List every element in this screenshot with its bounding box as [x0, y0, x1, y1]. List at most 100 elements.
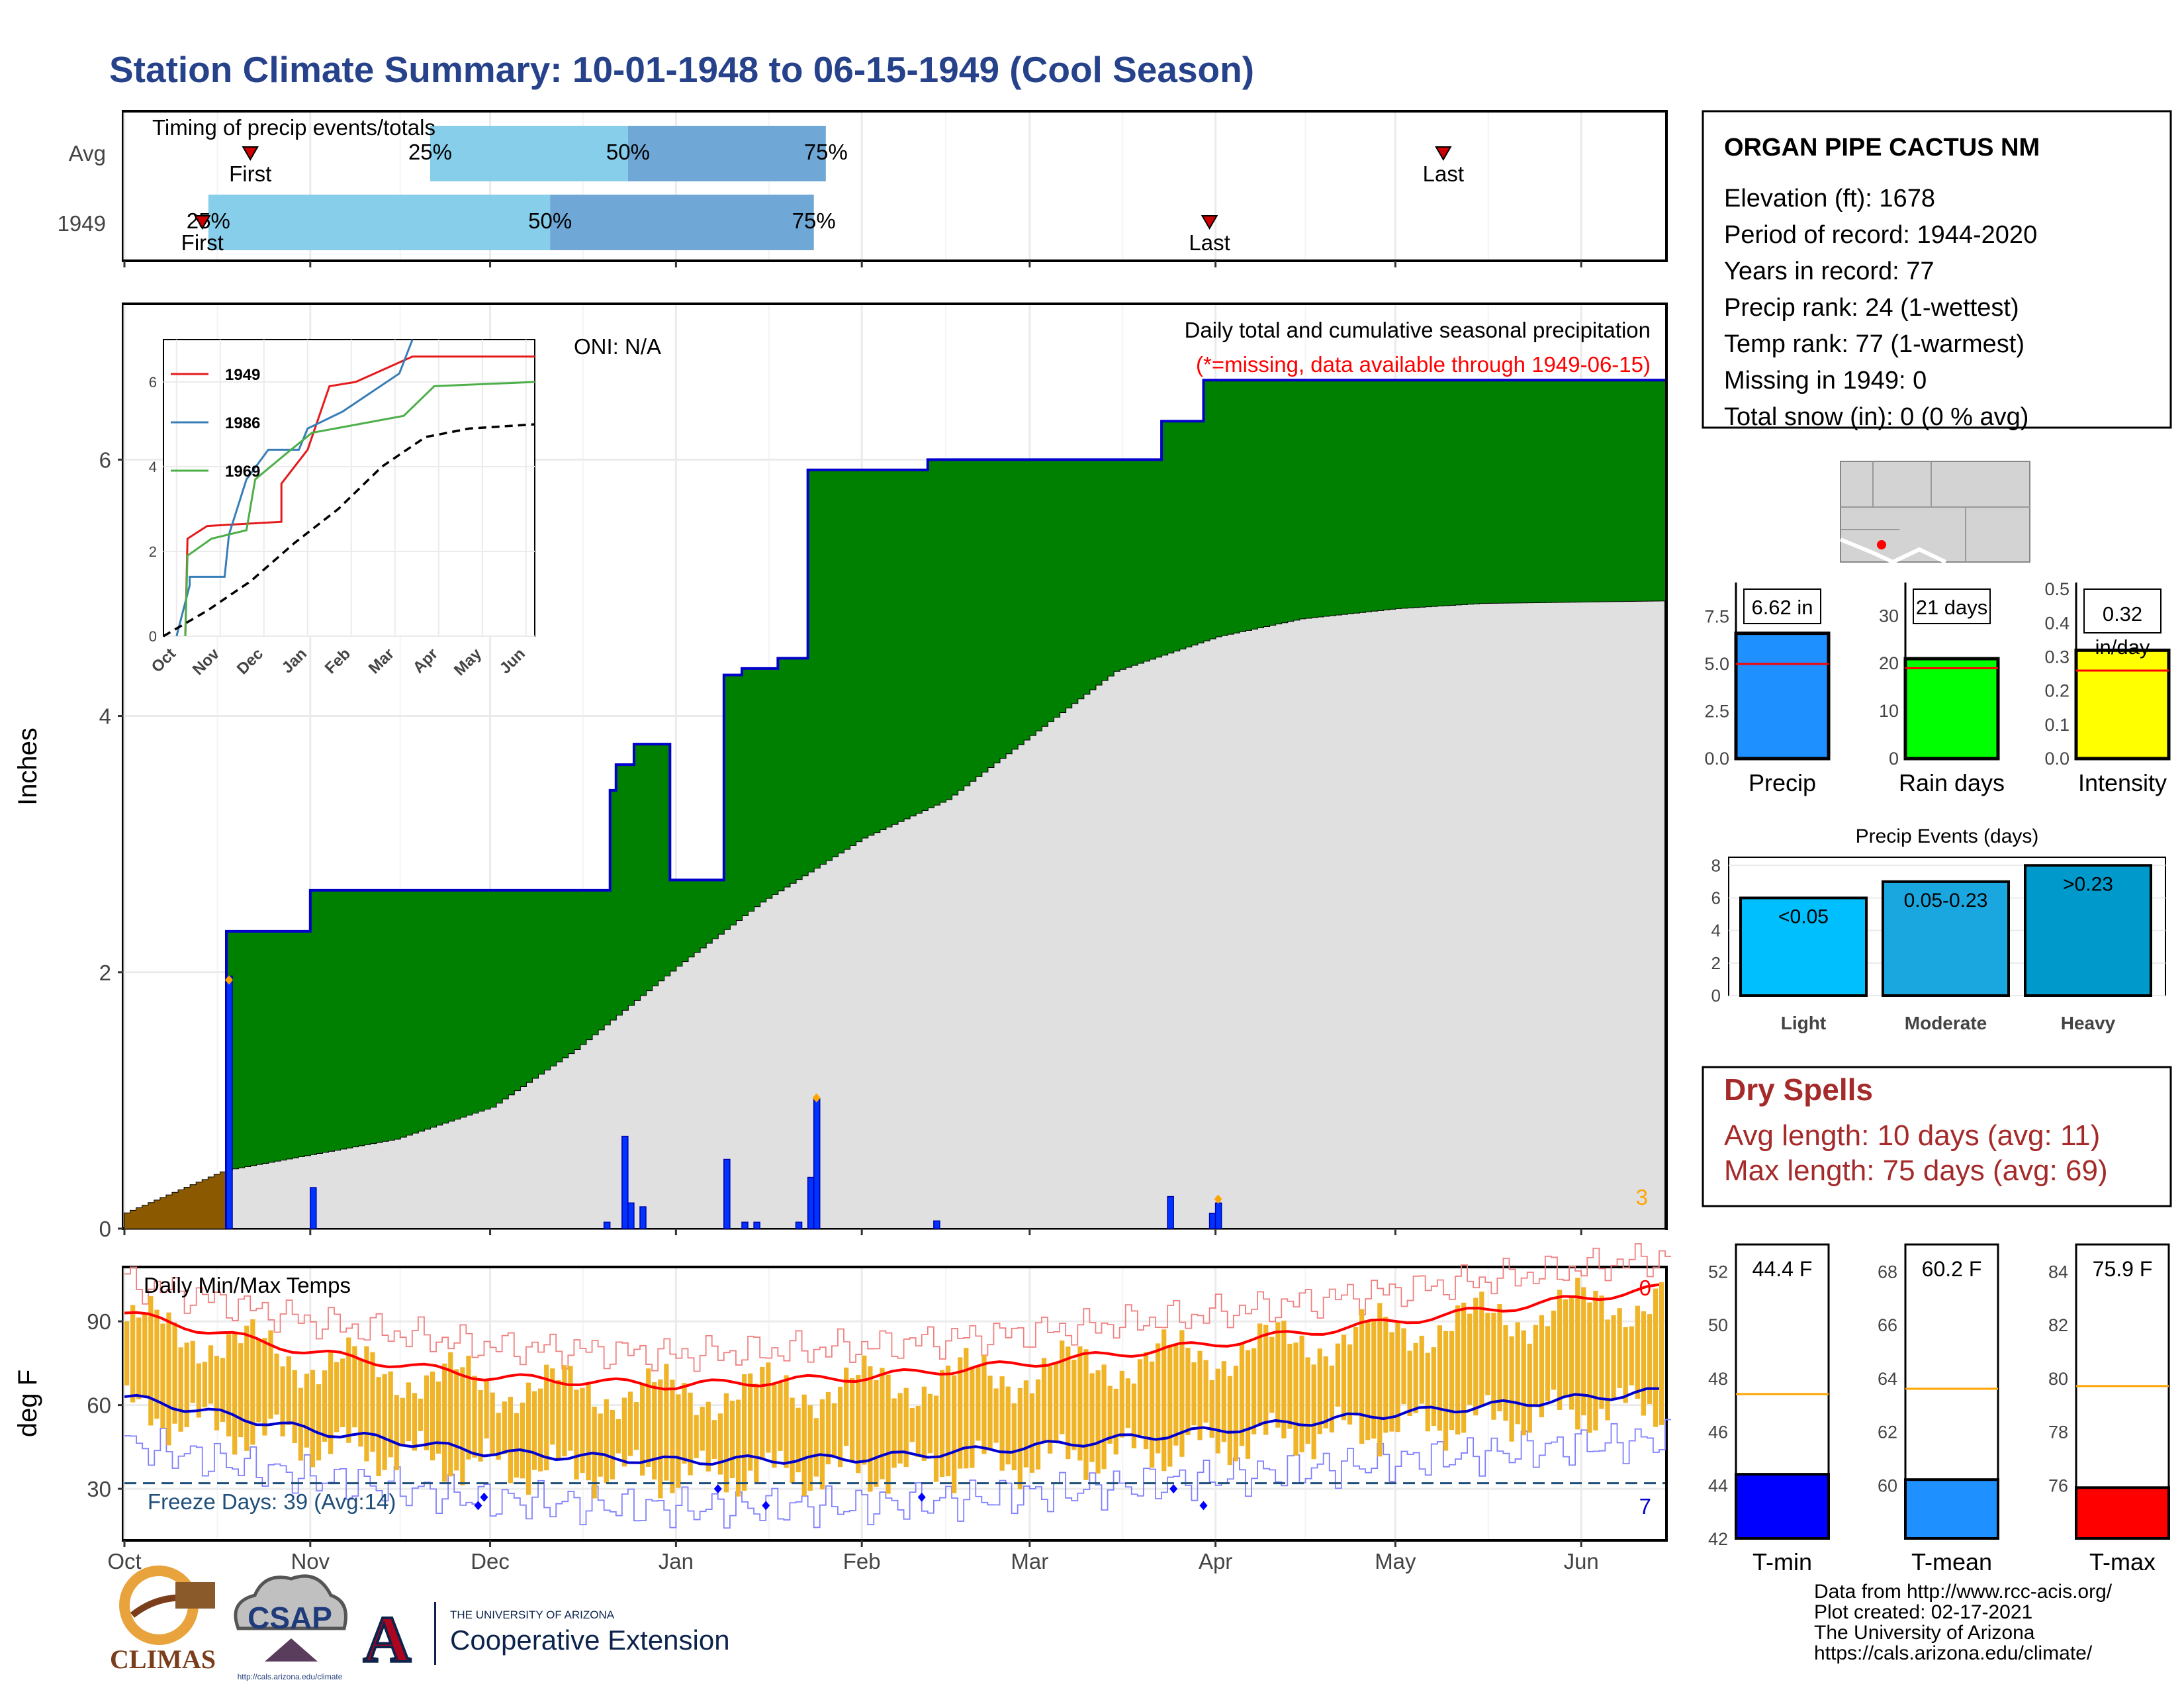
y-tick-label: 8	[1711, 855, 1721, 875]
y-tick-label: 0	[1711, 986, 1721, 1006]
precip-ylabel: Inches	[13, 727, 42, 806]
daily-temp-bar	[604, 1399, 609, 1483]
temp-stat-bar-t-mean	[1904, 1478, 1999, 1540]
temp-count-bottom: 7	[1639, 1494, 1651, 1519]
daily-temp-bar	[496, 1413, 501, 1460]
daily-temp-bar	[448, 1352, 453, 1477]
daily-temp-bar	[382, 1374, 387, 1470]
pre-season-area	[124, 1169, 226, 1229]
daily-temp-bar	[1413, 1342, 1418, 1413]
timing-p50-label: 50%	[606, 140, 650, 164]
daily-temp-bar	[754, 1383, 759, 1483]
daily-temp-bar	[790, 1397, 795, 1483]
daily-temp-bar	[970, 1366, 975, 1468]
daily-precip-bar	[1214, 1202, 1222, 1229]
stat-tick-label: 80	[2048, 1369, 2068, 1389]
y-tick-label: 6	[99, 447, 111, 472]
daily-temp-bar	[778, 1382, 783, 1451]
daily-temp-bar	[813, 1418, 819, 1477]
daily-temp-bar	[1551, 1310, 1557, 1390]
daily-temp-bar	[1641, 1311, 1647, 1416]
daily-temp-bar	[1023, 1380, 1029, 1468]
stat-tick-label: 0.0	[2044, 749, 2070, 769]
daily-temp-bar	[1599, 1295, 1604, 1409]
station-name: ORGAN PIPE CACTUS NM	[1724, 134, 2040, 162]
stat-tick-label: 48	[1708, 1369, 1728, 1389]
month-label: Mar	[1011, 1549, 1048, 1573]
event-bar-label: >0.23	[2063, 873, 2113, 895]
daily-temp-bar	[232, 1333, 238, 1455]
daily-temp-bar	[844, 1367, 849, 1446]
daily-temp-bar	[574, 1389, 579, 1479]
daily-temp-bar	[244, 1325, 250, 1451]
daily-precip-bar	[603, 1221, 611, 1229]
daily-temp-bar	[1533, 1325, 1538, 1407]
stat-value-label: in/day	[2095, 635, 2150, 659]
location-map	[1839, 461, 2030, 565]
cumulative-1949-area	[226, 380, 1666, 1229]
stat-tick-label: 20	[1879, 653, 1899, 673]
station-info-line: Precip rank: 24 (1-wettest)	[1724, 294, 2019, 322]
stat-value-box	[2083, 588, 2161, 633]
daily-temp-bar	[1437, 1325, 1443, 1431]
daily-temp-bar	[424, 1375, 430, 1450]
month-label: May	[1375, 1549, 1416, 1573]
y-tick-label: 6	[1711, 888, 1721, 908]
daily-temp-bar	[1443, 1331, 1449, 1451]
timing-first-marker	[194, 215, 211, 230]
freeze-days-label: Freeze Days: 39 (Avg:14)	[148, 1489, 396, 1514]
daily-precip-bar	[627, 1202, 635, 1229]
daily-temp-bar	[1479, 1291, 1484, 1406]
max-precip-marker	[812, 1093, 821, 1103]
daily-temp-bar	[184, 1342, 189, 1427]
y-tick-label: 2	[1711, 953, 1721, 973]
daily-temp-bar	[1359, 1309, 1365, 1444]
stat-tick-label: 52	[1708, 1262, 1728, 1282]
daily-temp-bar	[1425, 1352, 1430, 1432]
daily-temp-bar	[1191, 1362, 1197, 1426]
daily-precip-bar	[933, 1220, 940, 1229]
daily-temp-bar	[711, 1420, 717, 1459]
daily-temp-bar	[1629, 1326, 1634, 1385]
daily-temp-bar	[1653, 1288, 1659, 1427]
daily-temp-bar	[334, 1362, 340, 1432]
month-label: Nov	[291, 1549, 330, 1573]
y-tick-label: 0	[99, 1217, 111, 1241]
temp-stat-bar-t-max	[2075, 1486, 2170, 1540]
inset-legend-label: 1986	[225, 414, 260, 432]
daily-temp-bar	[1125, 1378, 1130, 1429]
daily-precip-bar	[753, 1221, 760, 1229]
daily-temp-bar	[484, 1380, 489, 1438]
daily-temp-bar	[1215, 1368, 1220, 1454]
stat-category-label: Intensity	[2078, 769, 2167, 796]
event-bar-light	[1739, 896, 1868, 997]
missing-note: (*=missing, data available through 1949-…	[1196, 352, 1651, 377]
stat-tick-label: 46	[1708, 1423, 1728, 1442]
daily-precip-bar	[1208, 1213, 1216, 1229]
inset-y-tick-label: 6	[149, 374, 157, 391]
daily-temp-bar	[682, 1383, 687, 1464]
daily-temp-bar	[831, 1403, 837, 1458]
month-label: Jan	[659, 1549, 694, 1573]
daily-temp-bar	[250, 1319, 255, 1445]
inset-series-1986	[175, 339, 414, 637]
timing-last-label: Last	[1189, 230, 1230, 255]
daily-temp-bar	[1503, 1325, 1508, 1421]
month-label: Dec	[471, 1549, 510, 1573]
stat-tick-label: 0.0	[1704, 749, 1729, 769]
footer-line: The University of Arizona	[1814, 1622, 2035, 1644]
footer-credits: Data from http://www.rcc-acis.org/ Plot …	[1814, 1581, 2113, 1664]
inset-frame	[163, 339, 535, 637]
csap-logo: CSAP http://cals.arizona.edu/climate	[234, 1574, 347, 1681]
precip-events-title: Precip Events (days)	[1856, 825, 2039, 847]
daily-temp-bar	[1323, 1356, 1328, 1429]
event-category-label: Heavy	[2061, 1013, 2116, 1033]
ua-logo: A THE UNIVERSITY OF ARIZONA Cooperative …	[362, 1601, 730, 1677]
daily-temp-bar	[1473, 1297, 1479, 1416]
daily-temp-bar	[1156, 1343, 1161, 1454]
inset-y-tick-label: 2	[149, 543, 157, 560]
daily-temp-bar	[502, 1401, 507, 1454]
timing-last-marker	[1201, 215, 1218, 230]
daily-temp-bar	[670, 1380, 675, 1493]
